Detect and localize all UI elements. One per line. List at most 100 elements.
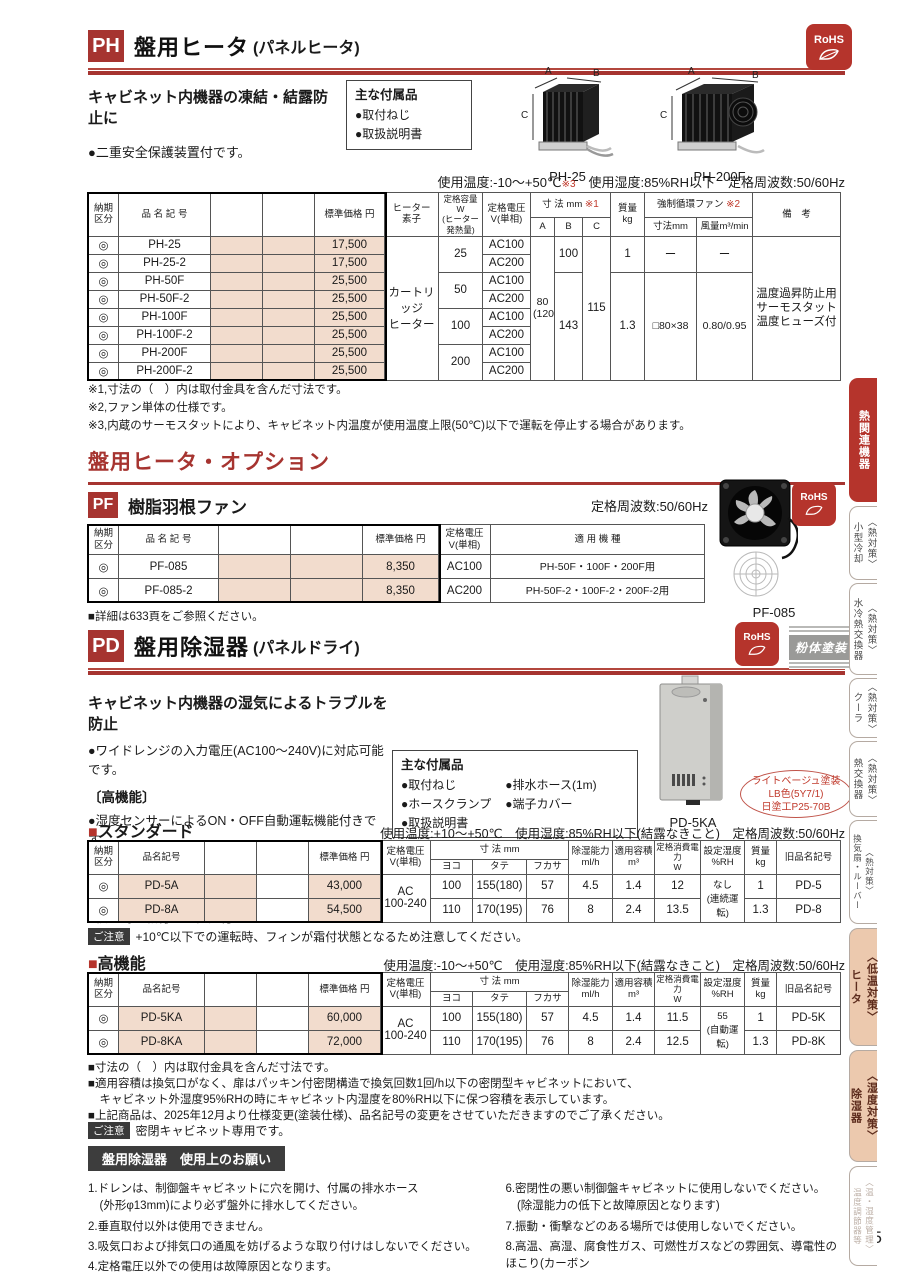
table-row: ◎ PH-50F 25,500 50 AC100 143 1.3 □80×38 …	[88, 271, 841, 381]
highfn-spec-table: 納期 区分 品名記号 標準価格 円 定格電圧 V(単相) 寸 法 mm 除湿能力…	[88, 971, 841, 1055]
sidebar-tab-temp-controller[interactable]: 〈温・湿度管理〉 温度調節器等	[849, 1166, 877, 1266]
sidebar-tab-dehumidifier[interactable]: 〈湿度対策〉 除湿器	[849, 1050, 878, 1162]
footnote: ※3,内蔵のサーモスタットにより、キャビネット内温度が使用温度上限(50℃)以下…	[88, 419, 691, 432]
stripe-decoration	[789, 662, 853, 669]
col-dims: 寸 法 mm	[429, 839, 570, 861]
col-name: 品 名 記 号	[118, 192, 211, 237]
col-dim-b: B	[554, 217, 583, 237]
dim-w: 100	[430, 873, 473, 899]
dim-d: 76	[525, 897, 570, 923]
ph-200f-figure: A B C PH-200F	[652, 66, 787, 184]
sidebar-tab-compact-cooling[interactable]: 〈熱対策〉 小型冷却	[849, 506, 877, 580]
applicable-volume: 1.4	[612, 1005, 656, 1031]
blank-cell	[290, 578, 363, 603]
col-blank	[256, 972, 309, 1007]
table-row: ◎ PD-8KA 72,000 110 170(195) 76 8 2.4 12…	[88, 1029, 841, 1055]
col-name: 品名記号	[118, 840, 205, 875]
product-name: PD-8KA	[118, 1029, 205, 1055]
mass: 1.3	[610, 271, 646, 381]
col-voltage: 定格電圧 V(単相)	[380, 840, 431, 875]
nouki-mark: ◎	[88, 1029, 119, 1055]
col-depth: フカサ	[525, 859, 570, 875]
blank-cell	[210, 271, 263, 291]
sidebar-tab-fan-louver[interactable]: 〈熱対策〉 換気扇・ルーバー	[849, 820, 877, 924]
col-voltage: 定格電圧 V(単相)	[482, 192, 531, 237]
voltage: AC200	[438, 578, 491, 603]
fan-dim: ー	[644, 235, 698, 273]
col-fan: 強制循環ファン ※2	[644, 192, 754, 218]
price: 25,500	[314, 289, 385, 309]
col-capacity: 定格容量W (ヒーター発熱量)	[438, 192, 483, 237]
pd-title: 盤用除湿器	[134, 635, 250, 660]
pd-notice: ご注意 密閉キャビネット専用です。	[88, 1122, 290, 1139]
highfn-heading-row: ■高機能 使用温度:-10〜+50℃ 使用湿度:85%RH以下(結露なきこと) …	[88, 950, 845, 974]
sidebar-tab-water-cooled-hex[interactable]: 〈熱対策〉 水冷熱交換器	[849, 583, 877, 675]
blank-cell	[262, 289, 315, 309]
dim-b: 143	[554, 271, 583, 381]
nouki-mark: ◎	[88, 554, 119, 579]
accessory-item: ●取扱説明書	[355, 126, 423, 141]
pd-lead: キャビネット内機器の湿気によるトラブルを防止	[88, 695, 388, 733]
blank-cell	[262, 325, 315, 345]
sidebar-tab-cooler[interactable]: 〈熱対策〉 クーラ	[849, 678, 877, 738]
notice-text: 密閉キャビネット専用です。	[135, 1124, 291, 1138]
ph-lead: キャビネット内機器の凍結・結露防止に	[88, 89, 329, 127]
product-name: PH-100F	[118, 307, 211, 327]
sidebar-tab-heat-exchanger[interactable]: 〈熱対策〉 熱交換器	[849, 741, 877, 817]
heater-fan-image	[671, 77, 765, 154]
sidebar-tab-heater[interactable]: 〈低温対策〉 ヒータ	[849, 928, 878, 1046]
old-name: PD-8K	[776, 1029, 841, 1055]
ph-bullet: ●二重安全保護装置付です。	[88, 145, 251, 160]
col-width: ヨコ	[430, 991, 473, 1007]
dim-d: 57	[525, 873, 570, 899]
pd-5ka-figure: PD-5KA	[648, 674, 738, 830]
rohs-badge: RoHS	[806, 24, 852, 70]
stripe-decoration	[789, 626, 853, 633]
rohs-badge: RoHS	[735, 622, 779, 666]
price: 17,500	[314, 253, 385, 273]
dehumid-capacity: 4.5	[568, 1005, 614, 1031]
product-name: PH-50F	[118, 271, 211, 291]
col-capacity: 除湿能力 ml/h	[568, 840, 614, 875]
blank-cell	[256, 1005, 309, 1031]
col-mass: 質量 kg	[610, 192, 646, 237]
highfn-label: 高機能	[97, 956, 146, 973]
col-mass: 質量 kg	[744, 840, 778, 875]
col-fan-flow: 風量m³/min	[696, 217, 754, 237]
power: 12.5	[654, 1029, 702, 1055]
table-row: ◎ PH-50F-2 25,500 AC200	[88, 289, 841, 309]
blank-cell	[262, 307, 315, 327]
price: 60,000	[308, 1005, 381, 1031]
col-price: 標準価格 円	[314, 192, 385, 237]
col-nouki: 納期 区分	[88, 972, 119, 1007]
set-humidity: 55 (自動運転)	[700, 1005, 746, 1055]
nouki-mark: ◎	[88, 307, 119, 327]
nouki-mark: ◎	[88, 873, 119, 899]
usage-left-column: 1.ドレンは、制御盤キャビネットに穴を開け、付属の排水ホース (外形φ13mm)…	[88, 1181, 487, 1272]
price: 25,500	[314, 361, 385, 381]
accessory-column: ●取付ねじ ●ホースクランプ ●取扱説明書	[401, 778, 492, 830]
dims-note: ※1	[584, 199, 599, 210]
nouki-mark: ◎	[88, 897, 119, 923]
nouki-mark: ◎	[88, 235, 119, 255]
blank-cell	[262, 361, 315, 381]
capacity: 200	[438, 343, 483, 381]
sidebar-tab-heat-related[interactable]: 熱関連機器	[849, 378, 877, 502]
footnote: ※2,ファン単体の仕様です。	[88, 401, 233, 414]
dim-w: 100	[430, 1005, 473, 1031]
col-height: タテ	[472, 991, 527, 1007]
blank-cell	[204, 1005, 257, 1031]
rohs-label: RoHS	[814, 33, 844, 46]
col-blank	[290, 524, 363, 555]
blank-cell	[256, 873, 309, 899]
col-price: 標準価格 円	[308, 972, 381, 1007]
square-mark: ■	[88, 956, 98, 973]
col-old-name: 旧品名記号	[776, 972, 841, 1007]
col-width: ヨコ	[430, 859, 473, 875]
ph-subtitle: (パネルヒータ)	[253, 40, 360, 57]
blank-cell	[262, 235, 315, 255]
footnote: ■寸法の（ ）内は取付金具を含んだ寸法です。	[88, 1062, 336, 1074]
paint-color-badge: ライトベージュ塗装 LB色(5Y7/1) 日塗工P25-70B	[740, 770, 852, 818]
voltage: AC200	[482, 325, 531, 345]
footnote: ■適用容積は換気口がなく、扉はパッキン付密閉構造で換気回数1回/h以下の密閉型キ…	[88, 1078, 639, 1107]
